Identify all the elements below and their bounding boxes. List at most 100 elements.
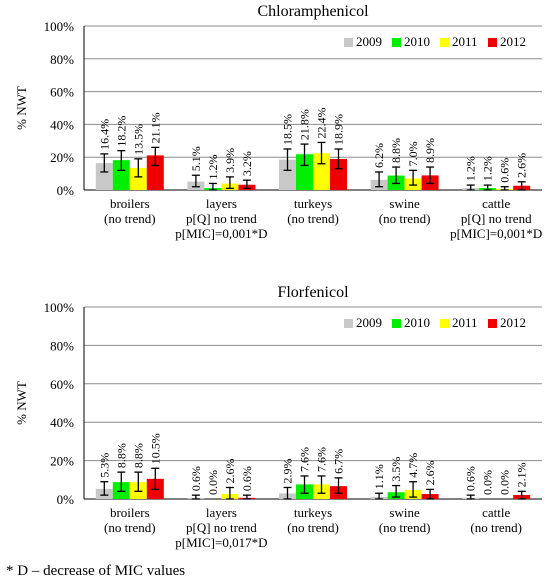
data-label: 13.5% (131, 124, 145, 155)
category-label: (no trend) (379, 520, 431, 535)
category-label: swine (389, 196, 420, 211)
data-label: 0.6% (464, 466, 478, 491)
legend-label: 2011 (452, 34, 478, 49)
y-tick-label: 0% (57, 492, 75, 507)
category-label: (no trend) (287, 520, 339, 535)
bar-2009 (95, 163, 113, 190)
data-label: 1.1% (372, 464, 386, 489)
bar-2012 (146, 155, 164, 190)
data-label: 0.6% (498, 158, 512, 183)
data-label: 1.2% (481, 156, 495, 181)
legend-label: 2010 (404, 34, 430, 49)
data-label: 6.7% (332, 449, 346, 474)
data-label: 2.1% (515, 462, 529, 487)
category-label: broilers (110, 196, 150, 211)
category-label: p[MIC]=0,017*D (175, 535, 267, 550)
data-label: 18.5% (281, 114, 295, 145)
legend-swatch (488, 38, 497, 47)
bar-2011 (313, 153, 330, 190)
data-label: 7.6% (315, 447, 329, 472)
category-label: layers (206, 196, 237, 211)
legend-label: 2010 (404, 315, 430, 330)
data-label: 2.9% (281, 458, 295, 483)
y-tick-label: 80% (50, 52, 74, 67)
data-label: 8.8% (114, 443, 128, 468)
data-label: 8.8% (389, 138, 403, 163)
bar-2010 (112, 160, 130, 190)
data-label: 3.5% (389, 457, 403, 482)
category-label: p[Q] no trend (186, 520, 257, 535)
data-label: 18.2% (114, 116, 128, 147)
category-label: (no trend) (104, 211, 156, 226)
bar-2009 (279, 159, 296, 190)
legend-label: 2012 (500, 34, 526, 49)
bar-2011 (129, 167, 147, 190)
data-label: 5.1% (189, 146, 203, 171)
data-label: 8.8% (131, 443, 145, 468)
data-label: 22.4% (315, 107, 329, 138)
y-tick-label: 0% (57, 183, 75, 198)
data-label: 21.8% (298, 109, 312, 140)
category-label: layers (206, 505, 237, 520)
category-label: (no trend) (287, 211, 339, 226)
category-label: turkeys (294, 505, 332, 520)
data-label: 0.6% (189, 466, 203, 491)
legend-swatch (440, 319, 449, 328)
data-label: 10.5% (148, 433, 162, 464)
category-label: (no trend) (470, 520, 522, 535)
legend-swatch (344, 319, 353, 328)
data-label: 21.1% (148, 112, 162, 143)
legend-label: 2012 (500, 315, 526, 330)
data-label: 0.0% (206, 470, 220, 495)
y-axis-label: % NWT (14, 86, 29, 130)
y-tick-label: 40% (50, 415, 74, 430)
data-label: 18.9% (332, 114, 346, 145)
legend-label: 2011 (452, 315, 478, 330)
data-label: 0.6% (240, 466, 254, 491)
y-tick-label: 20% (50, 150, 74, 165)
y-tick-label: 100% (44, 300, 75, 315)
legend-swatch (392, 319, 401, 328)
data-label: 6.2% (372, 143, 386, 168)
category-label: cattle (482, 505, 510, 520)
data-label: 2.6% (423, 460, 437, 485)
category-label: p[MIC]=0,001*D (450, 226, 542, 241)
footnote: * D – decrease of MIC values (6, 563, 186, 579)
y-tick-label: 20% (50, 454, 74, 469)
data-label: 3.9% (223, 148, 237, 173)
category-label: turkeys (294, 196, 332, 211)
data-label: 1.2% (206, 154, 220, 179)
category-label: p[MIC]=0,001*D (175, 226, 267, 241)
legend-swatch (488, 319, 497, 328)
chart-title: Chloramphenicol (257, 3, 369, 20)
category-label: p[Q] no trend (461, 211, 532, 226)
data-label: 4.7% (406, 453, 420, 478)
legend-label: 2009 (356, 34, 382, 49)
bar-2012 (330, 159, 347, 190)
category-label: (no trend) (104, 520, 156, 535)
data-label: 7.0% (406, 141, 420, 166)
y-axis-label: % NWT (14, 381, 29, 425)
legend-swatch (344, 38, 353, 47)
data-label: 2.6% (515, 153, 529, 178)
data-label: 1.2% (464, 156, 478, 181)
data-label: 16.4% (97, 119, 111, 150)
y-tick-label: 40% (50, 117, 74, 132)
y-tick-label: 60% (50, 85, 74, 100)
chart-title: Florfenicol (277, 284, 349, 301)
category-label: swine (389, 505, 420, 520)
y-tick-label: 100% (44, 19, 75, 34)
category-label: cattle (482, 196, 510, 211)
bar-2010 (296, 154, 313, 190)
data-label: 5.3% (97, 453, 111, 478)
data-label: 8.9% (423, 138, 437, 163)
data-label: 7.6% (298, 447, 312, 472)
data-label: 3.2% (240, 151, 254, 176)
data-label: 0.0% (498, 470, 512, 495)
legend-label: 2009 (356, 315, 382, 330)
category-label: p[Q] no trend (186, 211, 257, 226)
data-label: 0.0% (481, 470, 495, 495)
legend-swatch (440, 38, 449, 47)
y-tick-label: 60% (50, 377, 74, 392)
